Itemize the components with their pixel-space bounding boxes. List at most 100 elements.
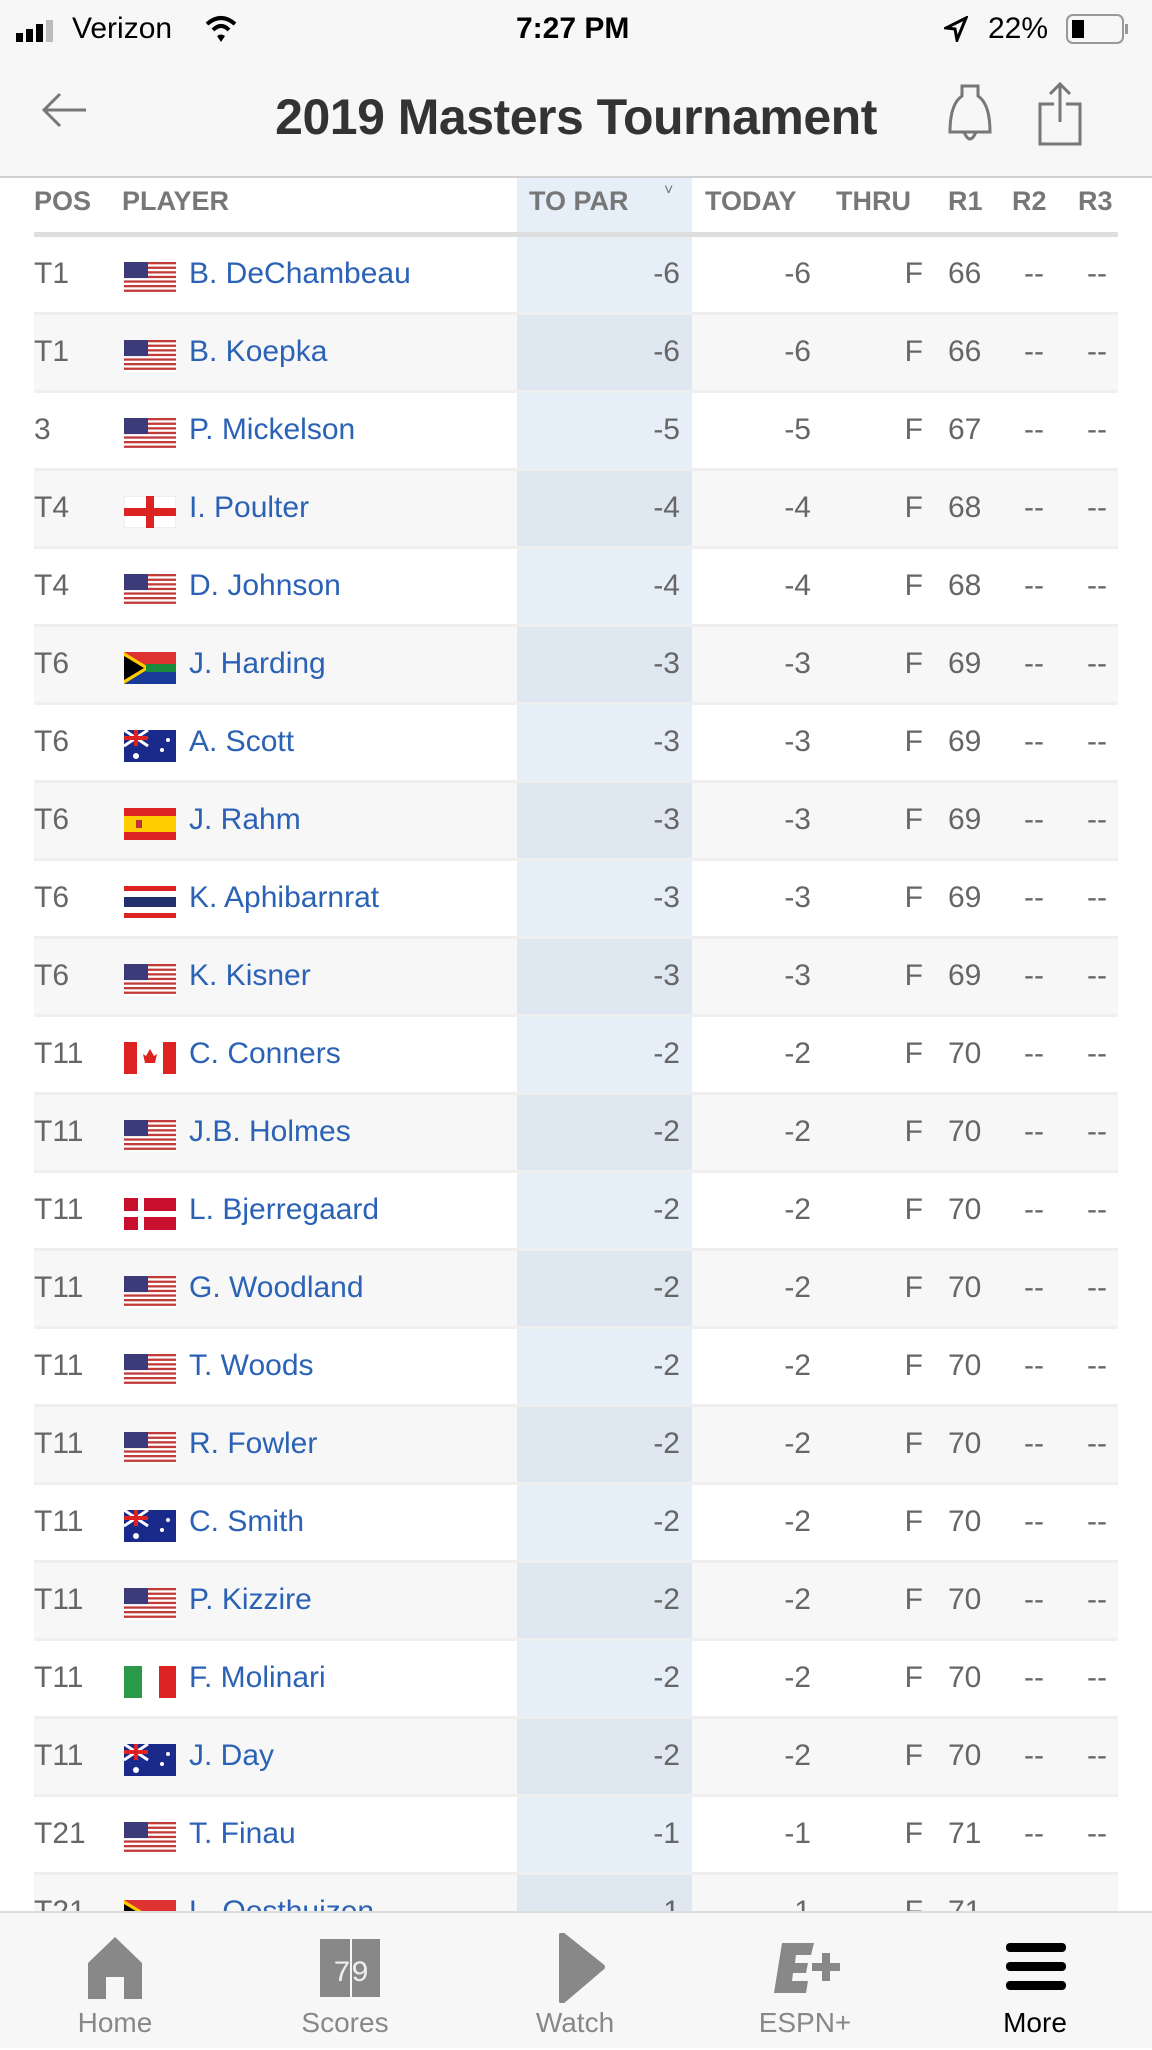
table-row[interactable]: T11 C. Conners -2 -2 F 70 -- -- <box>34 1017 1118 1095</box>
australia-flag-icon <box>124 730 176 762</box>
today: -2 <box>784 1193 811 1226</box>
bell-icon[interactable] <box>942 82 998 148</box>
today: -4 <box>784 569 811 602</box>
tab-watch[interactable]: Watch <box>460 1913 690 2050</box>
col-today[interactable]: TODAY <box>705 186 797 216</box>
thru: F <box>904 1427 923 1460</box>
share-icon[interactable] <box>1036 82 1084 148</box>
player-name-link[interactable]: B. Koepka <box>189 335 328 368</box>
player-name-link[interactable]: B. DeChambeau <box>189 257 411 290</box>
player-name-link[interactable]: P. Kizzire <box>189 1583 312 1616</box>
tab-more[interactable]: More <box>920 1913 1150 2050</box>
thru: F <box>904 335 923 368</box>
today: -2 <box>784 1115 811 1148</box>
thru: F <box>904 1817 923 1850</box>
col-pos[interactable]: POS <box>34 186 92 216</box>
position: T11 <box>34 1427 84 1460</box>
col-r2[interactable]: R2 <box>1012 186 1047 216</box>
table-row[interactable]: T6 K. Kisner -3 -3 F 69 -- -- <box>34 939 1118 1017</box>
table-row[interactable]: 3 P. Mickelson -5 -5 F 67 -- -- <box>34 393 1118 471</box>
player-name-link[interactable]: J.B. Holmes <box>189 1115 351 1148</box>
table-row[interactable]: T6 J. Harding -3 -3 F 69 -- -- <box>34 627 1118 705</box>
player-name-link[interactable]: C. Conners <box>189 1037 341 1070</box>
today: -2 <box>784 1739 811 1772</box>
tab-scores[interactable]: 79 Scores <box>230 1913 460 2050</box>
italy-flag-icon <box>124 1666 176 1698</box>
position: T11 <box>34 1193 84 1226</box>
to-par: -3 <box>653 725 680 758</box>
table-row[interactable]: T4 D. Johnson -4 -4 F 68 -- -- <box>34 549 1118 627</box>
r2: -- <box>1024 1505 1044 1538</box>
player-name-link[interactable]: A. Scott <box>189 725 295 758</box>
player-name-link[interactable]: J. Harding <box>189 647 326 680</box>
player-name-link[interactable]: C. Smith <box>189 1505 305 1538</box>
to-par: -2 <box>653 1583 680 1616</box>
col-r3[interactable]: R3 <box>1078 186 1113 216</box>
table-row[interactable]: T6 A. Scott -3 -3 F 69 -- -- <box>34 705 1118 783</box>
table-row[interactable]: T11 G. Woodland -2 -2 F 70 -- -- <box>34 1251 1118 1329</box>
player-name-link[interactable]: K. Kisner <box>189 959 311 992</box>
table-row[interactable]: T11 J. Day -2 -2 F 70 -- -- <box>34 1719 1118 1797</box>
player-name-link[interactable]: P. Mickelson <box>189 413 356 446</box>
back-arrow-icon[interactable] <box>40 90 90 130</box>
position: T6 <box>34 725 70 758</box>
player-name-link[interactable]: G. Woodland <box>189 1271 364 1304</box>
to-par-cell-bg <box>517 549 692 624</box>
today: -3 <box>784 803 811 836</box>
table-row[interactable]: T6 J. Rahm -3 -3 F 69 -- -- <box>34 783 1118 861</box>
tab-home[interactable]: Home <box>0 1913 230 2050</box>
thru: F <box>904 1505 923 1538</box>
battery-percent: 22% <box>988 12 1049 45</box>
to-par-cell-bg <box>517 1797 692 1872</box>
player-name-link[interactable]: J. Rahm <box>189 803 301 836</box>
col-to-par[interactable]: TO PAR <box>529 186 629 216</box>
sort-chevron-icon[interactable]: ˅ <box>664 182 674 199</box>
usa-flag-icon <box>124 964 176 996</box>
col-player[interactable]: PLAYER <box>122 186 230 216</box>
table-row[interactable]: T1 B. DeChambeau -6 -6 F 66 -- -- <box>34 237 1118 315</box>
r1: 70 <box>948 1037 982 1070</box>
thru: F <box>904 1115 923 1148</box>
tab-espn-plus[interactable]: ESPN+ <box>690 1913 920 2050</box>
usa-flag-icon <box>124 1120 176 1152</box>
thru: F <box>904 1271 923 1304</box>
r3: -- <box>1087 1583 1107 1616</box>
to-par-cell-bg <box>517 1095 692 1170</box>
table-row[interactable]: T11 T. Woods -2 -2 F 70 -- -- <box>34 1329 1118 1407</box>
player-name-link[interactable]: J. Day <box>189 1739 275 1772</box>
table-row[interactable]: T6 K. Aphibarnrat -3 -3 F 69 -- -- <box>34 861 1118 939</box>
usa-flag-icon <box>124 1276 176 1308</box>
col-thru[interactable]: THRU <box>836 186 911 216</box>
player-name-link[interactable]: F. Molinari <box>189 1661 326 1694</box>
player-name-link[interactable]: L. Bjerregaard <box>189 1193 380 1226</box>
player-name-link[interactable]: D. Johnson <box>189 569 341 602</box>
position: T6 <box>34 959 70 992</box>
r3: -- <box>1087 1739 1107 1772</box>
table-row[interactable]: T1 B. Koepka -6 -6 F 66 -- -- <box>34 315 1118 393</box>
to-par-cell-bg <box>517 1719 692 1794</box>
table-row[interactable]: T11 L. Bjerregaard -2 -2 F 70 -- -- <box>34 1173 1118 1251</box>
table-row[interactable]: T11 F. Molinari -2 -2 F 70 -- -- <box>34 1641 1118 1719</box>
carrier: Verizon <box>72 12 173 45</box>
player-name-link[interactable]: I. Poulter <box>189 491 310 524</box>
r2: -- <box>1024 725 1044 758</box>
table-row[interactable]: T11 P. Kizzire -2 -2 F 70 -- -- <box>34 1563 1118 1641</box>
r3: -- <box>1087 1271 1107 1304</box>
table-row[interactable]: T21 T. Finau -1 -1 F 71 -- -- <box>34 1797 1118 1875</box>
r2: -- <box>1024 335 1044 368</box>
player-name-link[interactable]: R. Fowler <box>189 1427 318 1460</box>
player-name-link[interactable]: T. Woods <box>189 1349 314 1382</box>
player-name-link[interactable]: K. Aphibarnrat <box>189 881 380 914</box>
to-par: -2 <box>653 1115 680 1148</box>
r3: -- <box>1087 1037 1107 1070</box>
table-row[interactable]: T11 C. Smith -2 -2 F 70 -- -- <box>34 1485 1118 1563</box>
espn-plus-icon <box>774 1943 840 1993</box>
col-r1[interactable]: R1 <box>948 186 983 216</box>
player-name-link[interactable]: T. Finau <box>189 1817 296 1850</box>
thru: F <box>904 881 923 914</box>
table-row[interactable]: T11 R. Fowler -2 -2 F 70 -- -- <box>34 1407 1118 1485</box>
table-row[interactable]: T11 J.B. Holmes -2 -2 F 70 -- -- <box>34 1095 1118 1173</box>
r3: -- <box>1087 647 1107 680</box>
table-row[interactable]: T4 I. Poulter -4 -4 F 68 -- -- <box>34 471 1118 549</box>
to-par: -2 <box>653 1505 680 1538</box>
